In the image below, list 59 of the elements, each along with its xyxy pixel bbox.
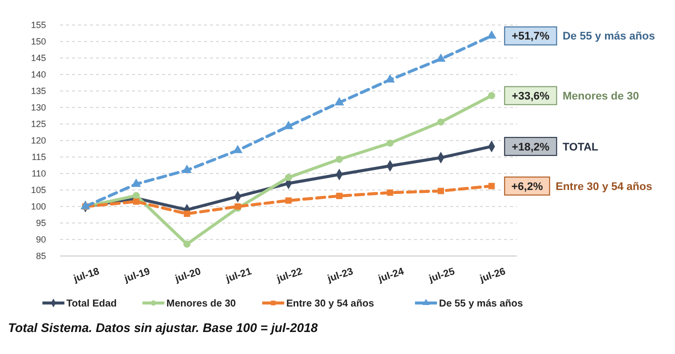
text: Menores de 30 (562, 90, 640, 102)
point (486, 30, 496, 39)
point (488, 92, 496, 100)
point (182, 164, 192, 173)
text: TOTAL (562, 141, 599, 154)
point (184, 210, 190, 217)
point (284, 174, 292, 182)
point (285, 197, 292, 204)
y-tick-label: 115 (32, 152, 46, 162)
y-tick-label: 90 (36, 234, 46, 245)
y-tick-label: 120 (30, 136, 46, 146)
point (385, 74, 395, 83)
x-tick-label: jul-18 (72, 266, 102, 286)
x-tick-label: jul-21 (224, 266, 254, 286)
text: De 55 y más años (562, 30, 655, 43)
annotation: +18,2% (512, 141, 550, 154)
point (438, 188, 444, 194)
annotation: +51,7% (512, 30, 550, 43)
point (386, 140, 394, 147)
y-tick-label: 125 (30, 119, 46, 130)
point (336, 192, 342, 200)
legend-label: Menores de 30 (166, 298, 236, 310)
annotation: +6,2% (511, 180, 544, 193)
text: Total Sistema. Datos sin ajustar. Base 100 = jul-2018 (8, 321, 318, 335)
y-tick-label: 105 (30, 185, 46, 196)
x-tick-label: jul-23 (325, 266, 356, 286)
x-tick-label: jul-24 (376, 266, 406, 286)
y-tick-label: 135 (30, 86, 46, 96)
y-tick-label: 155 (30, 20, 46, 30)
y-tick-label: 145 (30, 53, 46, 64)
y-tick-label: 150 (30, 36, 46, 47)
point (183, 240, 191, 248)
point (132, 192, 140, 200)
point (336, 156, 343, 163)
legend-label: Total Edad (66, 298, 117, 310)
point (386, 189, 394, 196)
legend-label: Entre 30 y 54 años (286, 298, 374, 310)
point (488, 182, 495, 190)
y-tick-label: 140 (30, 70, 46, 80)
point (334, 97, 344, 106)
point (133, 198, 140, 205)
point (284, 120, 294, 130)
annotation: +33,6% (512, 90, 550, 102)
x-tick-label: jul-25 (426, 266, 457, 286)
legend-label: De 55 y más años (439, 298, 524, 310)
point (437, 118, 444, 126)
x-tick-label: jul-20 (173, 266, 203, 286)
text: Entre 30 y 54 años (556, 180, 652, 193)
point (436, 53, 446, 62)
y-tick-label: 100 (30, 202, 46, 212)
point (232, 144, 243, 154)
point (131, 178, 141, 187)
y-tick-label: 110 (32, 168, 46, 179)
y-tick-label: 130 (30, 102, 46, 113)
x-tick-label: jul-19 (122, 266, 152, 286)
y-tick-label: 95 (36, 218, 46, 228)
x-tick-label: jul-26 (478, 266, 508, 286)
x-tick-label: jul-22 (274, 266, 304, 286)
y-tick-label: 85 (36, 251, 46, 262)
